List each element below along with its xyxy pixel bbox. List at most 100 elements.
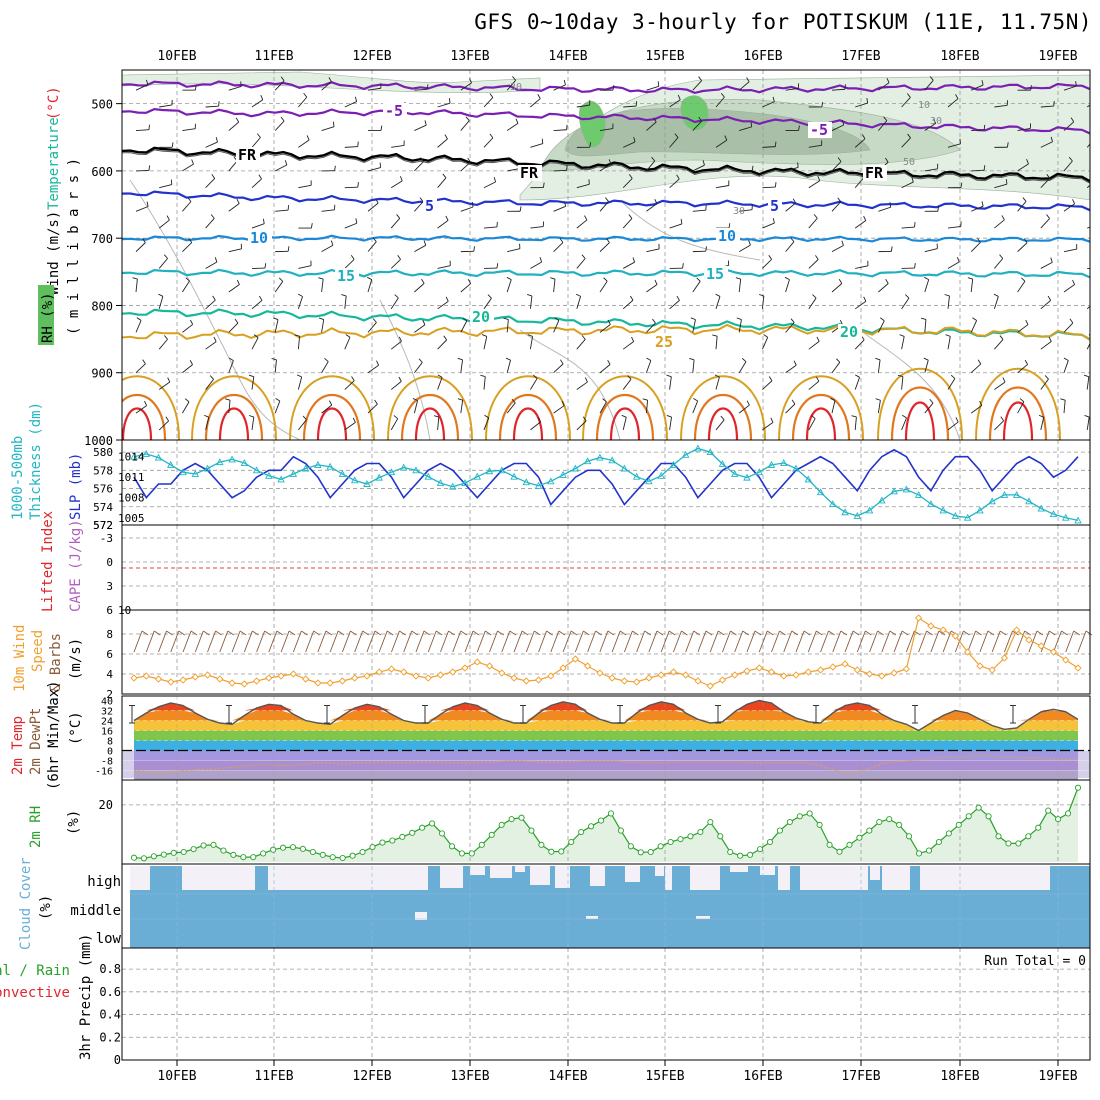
wind10-barb-feather <box>1073 630 1080 636</box>
thickness-point <box>559 470 567 478</box>
wind-barb-feather <box>612 85 615 91</box>
wind10-barb-feather <box>337 630 345 636</box>
cloud-high-gap <box>655 866 664 876</box>
wind-barb <box>367 167 381 172</box>
wind10-point <box>473 658 481 666</box>
wind10-point <box>976 662 984 670</box>
wind10-barb <box>133 630 143 653</box>
wind-barb-feather <box>584 377 588 383</box>
wind-barb <box>924 279 930 293</box>
wind-barb-feather <box>519 206 522 212</box>
wind-barb-feather <box>907 133 911 139</box>
wind-barb-feather <box>629 295 634 301</box>
wind-barb <box>344 337 351 350</box>
wind-barb <box>483 297 492 310</box>
wind-barb-feather <box>1000 416 1005 422</box>
wind10-barb-feather <box>264 630 271 636</box>
wind-barb-feather <box>374 399 378 405</box>
rh2m-point <box>717 833 724 840</box>
wind-barb-feather <box>793 360 797 366</box>
isotherm-m5 <box>122 107 1090 135</box>
wind-barb <box>135 242 146 252</box>
wind-barb <box>506 319 509 333</box>
wind-barb-feather <box>748 240 751 246</box>
wind-barb-feather <box>566 165 568 171</box>
rh2m-point <box>160 851 167 858</box>
wind-barb <box>1040 378 1049 390</box>
wind-barb <box>298 139 310 148</box>
wind-barb-feather <box>654 279 658 285</box>
wind10-barb-feather <box>460 630 468 636</box>
wind-barb <box>437 300 449 310</box>
wind10-barb <box>329 630 339 653</box>
wind-barb <box>1086 376 1090 390</box>
wind10-barb <box>856 630 866 653</box>
wind10-point <box>1062 656 1070 664</box>
wind-barb <box>321 244 334 253</box>
isotherm-30-bulge <box>693 393 753 440</box>
wind-barb-feather <box>375 198 379 204</box>
thickness-point <box>461 479 469 487</box>
wind-barb <box>808 380 820 390</box>
thickness-point <box>681 450 690 458</box>
thickness-tick-label: 576 <box>93 483 113 496</box>
rh-contour-line <box>859 329 961 440</box>
thickness-point <box>1037 504 1045 512</box>
wind-barb <box>390 381 402 390</box>
wind10-point <box>816 666 825 674</box>
isotherm-35-bulge <box>218 407 250 440</box>
thickness-point <box>142 449 151 457</box>
wind-barb-feather <box>1044 375 1049 380</box>
wind-barb-feather <box>264 263 267 269</box>
thickness-point <box>841 508 849 516</box>
wind-barb-feather <box>284 160 288 166</box>
wind-barb-feather <box>635 101 638 107</box>
wind-barb <box>437 138 448 148</box>
wind-barb-feather <box>811 415 816 419</box>
cloud-high-gap <box>490 866 512 878</box>
thickness-line <box>133 447 1079 522</box>
thickness-point <box>1049 510 1058 518</box>
wind-barb <box>228 284 240 293</box>
isotherm-p10 <box>122 234 1090 243</box>
cloud-middle-gap <box>696 916 710 919</box>
cloud-high-bar <box>256 866 268 882</box>
wind10-barb <box>758 630 768 653</box>
wind10-barb <box>795 630 805 653</box>
side-label-group: CAPE (J/kg) <box>68 519 84 612</box>
thickness-point <box>914 490 923 498</box>
wind-barb-feather <box>693 398 698 402</box>
wind-barb-feather <box>1030 85 1032 91</box>
thickness-point <box>951 511 960 519</box>
isotherm-freezing <box>122 146 1090 183</box>
wind-barb-feather <box>457 398 463 401</box>
isotherm-25-bulge <box>877 367 963 440</box>
rh-contour-line <box>619 199 761 261</box>
isotherm-label-bg <box>716 228 740 244</box>
wind10-barb <box>636 630 646 653</box>
rh2m-point <box>925 847 932 854</box>
wind10-barb-feather <box>472 630 480 636</box>
wind-barb <box>669 416 672 430</box>
wind-barb-feather <box>457 357 463 361</box>
thickness-point <box>534 481 543 489</box>
wind10-barb <box>734 630 744 653</box>
wind-barb <box>460 283 472 293</box>
wind-barb-feather <box>259 295 263 301</box>
wind-barb <box>414 283 425 293</box>
wind-barb-feather <box>608 159 612 165</box>
wind-barb <box>390 418 399 431</box>
wind10-point <box>988 666 996 674</box>
isotherm-35-bulge <box>512 407 544 440</box>
precip-run-total: Run Total = 0 <box>984 954 1086 969</box>
wind-barb-feather <box>399 176 403 182</box>
wind-barb-feather <box>879 317 885 322</box>
wind-barb <box>483 226 497 229</box>
wind-barb-feather <box>393 415 399 420</box>
wind-barb <box>228 160 238 172</box>
wind-barb-feather <box>666 374 672 378</box>
wind-barb-feather <box>751 165 754 171</box>
wind-barb <box>599 201 609 212</box>
wind-tick-label: 6 <box>106 648 113 661</box>
